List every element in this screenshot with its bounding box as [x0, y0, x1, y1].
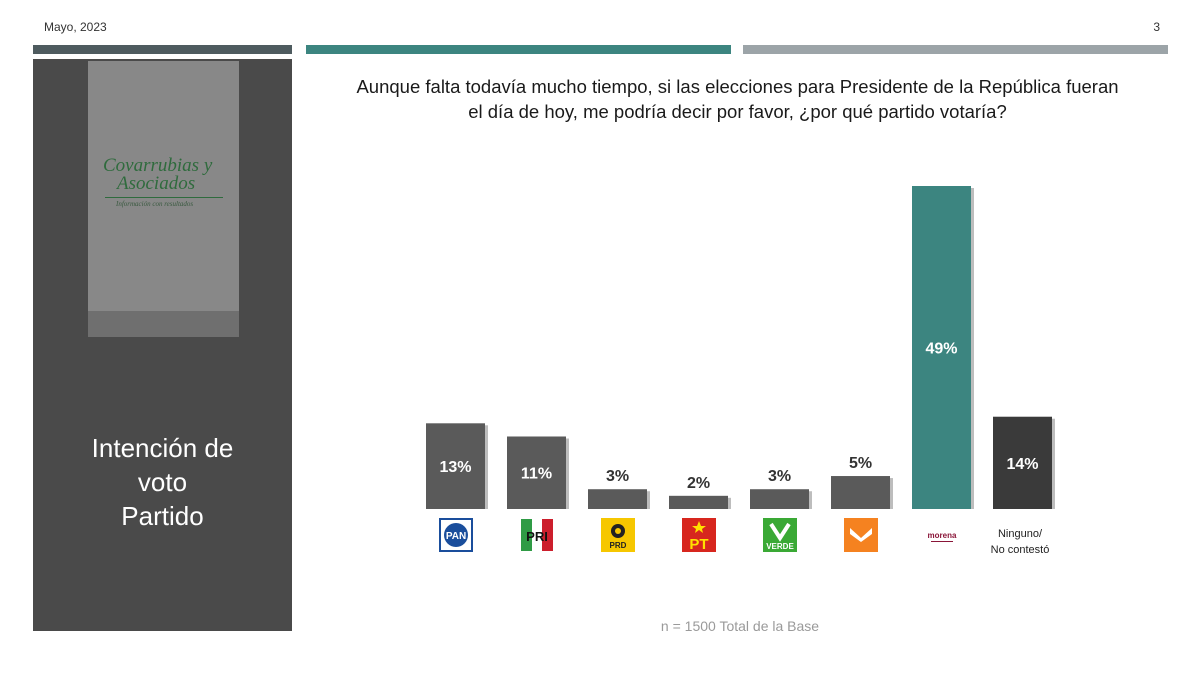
none-label-line-1: Ninguno/ — [997, 528, 1043, 540]
header-rule-right — [743, 45, 1168, 54]
company-logo: Covarrubias y Asociados Información con … — [88, 61, 239, 311]
bar-value-label: 11% — [521, 466, 552, 483]
logo-line-2: Asociados — [117, 173, 196, 194]
bar-shadow — [566, 438, 569, 509]
slide-title: Intención de voto Partido — [33, 431, 292, 533]
question-line-2: el día de hoy, me podría decir por favor… — [468, 101, 1007, 122]
logo-strip — [88, 311, 239, 337]
mc-logo-icon — [843, 518, 878, 552]
header-rule-mid — [306, 45, 731, 54]
svg-text:PRI: PRI — [526, 529, 548, 544]
bar-shadow — [728, 497, 731, 509]
bar-shadow — [485, 425, 488, 509]
pan-logo-icon: PAN — [438, 518, 473, 552]
none-label-line-2: No contestó — [990, 544, 1050, 556]
bar-value-label: 13% — [439, 459, 471, 476]
sample-footnote: n = 1500 Total de la Base — [660, 618, 820, 634]
bar-mc — [831, 476, 890, 509]
svg-text:PRD: PRD — [609, 541, 626, 550]
verde-logo-icon: VERDE — [762, 518, 797, 552]
morena-logo-icon: morena — [924, 518, 959, 552]
none-category-label: Ninguno/ No contestó — [983, 526, 1057, 558]
bar-shadow — [971, 188, 974, 509]
logo-tagline: Información con resultados — [116, 200, 194, 208]
survey-question: Aunque falta todavía mucho tiempo, si la… — [330, 74, 1145, 124]
bar-pri — [507, 436, 566, 509]
prd-logo-icon: PRD — [600, 518, 635, 552]
header-rule-left — [33, 45, 292, 54]
bar-pan — [426, 423, 485, 509]
slide-title-line-3: Partido — [121, 501, 204, 531]
bar-verde — [750, 489, 809, 509]
sidebar-panel: Covarrubias y Asociados Información con … — [33, 59, 292, 631]
page-number: 3 — [1153, 20, 1160, 34]
svg-text:PAN: PAN — [445, 531, 465, 542]
svg-text:morena: morena — [927, 531, 956, 540]
bar-ninguno-no-contest- — [993, 416, 1052, 509]
bar-shadow — [890, 478, 893, 509]
logo-line-1: Covarrubias y — [103, 155, 213, 176]
bar-morena — [912, 186, 971, 509]
bar-shadow — [809, 491, 812, 509]
bar-value-label: 14% — [1006, 456, 1038, 473]
bar-prd — [588, 489, 647, 509]
svg-text:PT: PT — [689, 536, 708, 552]
bar-value-label: 5% — [849, 455, 872, 472]
bar-pt — [669, 495, 728, 509]
bar-shadow — [1052, 418, 1055, 509]
logo-divider — [105, 197, 223, 198]
slide-title-line-1: Intención de — [91, 433, 234, 463]
question-line-1: Aunque falta todavía mucho tiempo, si la… — [356, 76, 1119, 97]
bar-value-label: 49% — [925, 341, 957, 358]
bar-value-label: 3% — [768, 468, 791, 485]
svg-text:VERDE: VERDE — [766, 542, 794, 551]
pri-logo-icon: PRI — [519, 518, 554, 552]
bar-value-label: 2% — [687, 475, 710, 492]
bar-shadow — [647, 491, 650, 509]
pt-logo-icon: PT — [681, 518, 716, 553]
report-date: Mayo, 2023 — [44, 20, 107, 34]
slide-title-line-2: voto — [137, 467, 188, 497]
bar-value-label: 3% — [606, 468, 629, 485]
